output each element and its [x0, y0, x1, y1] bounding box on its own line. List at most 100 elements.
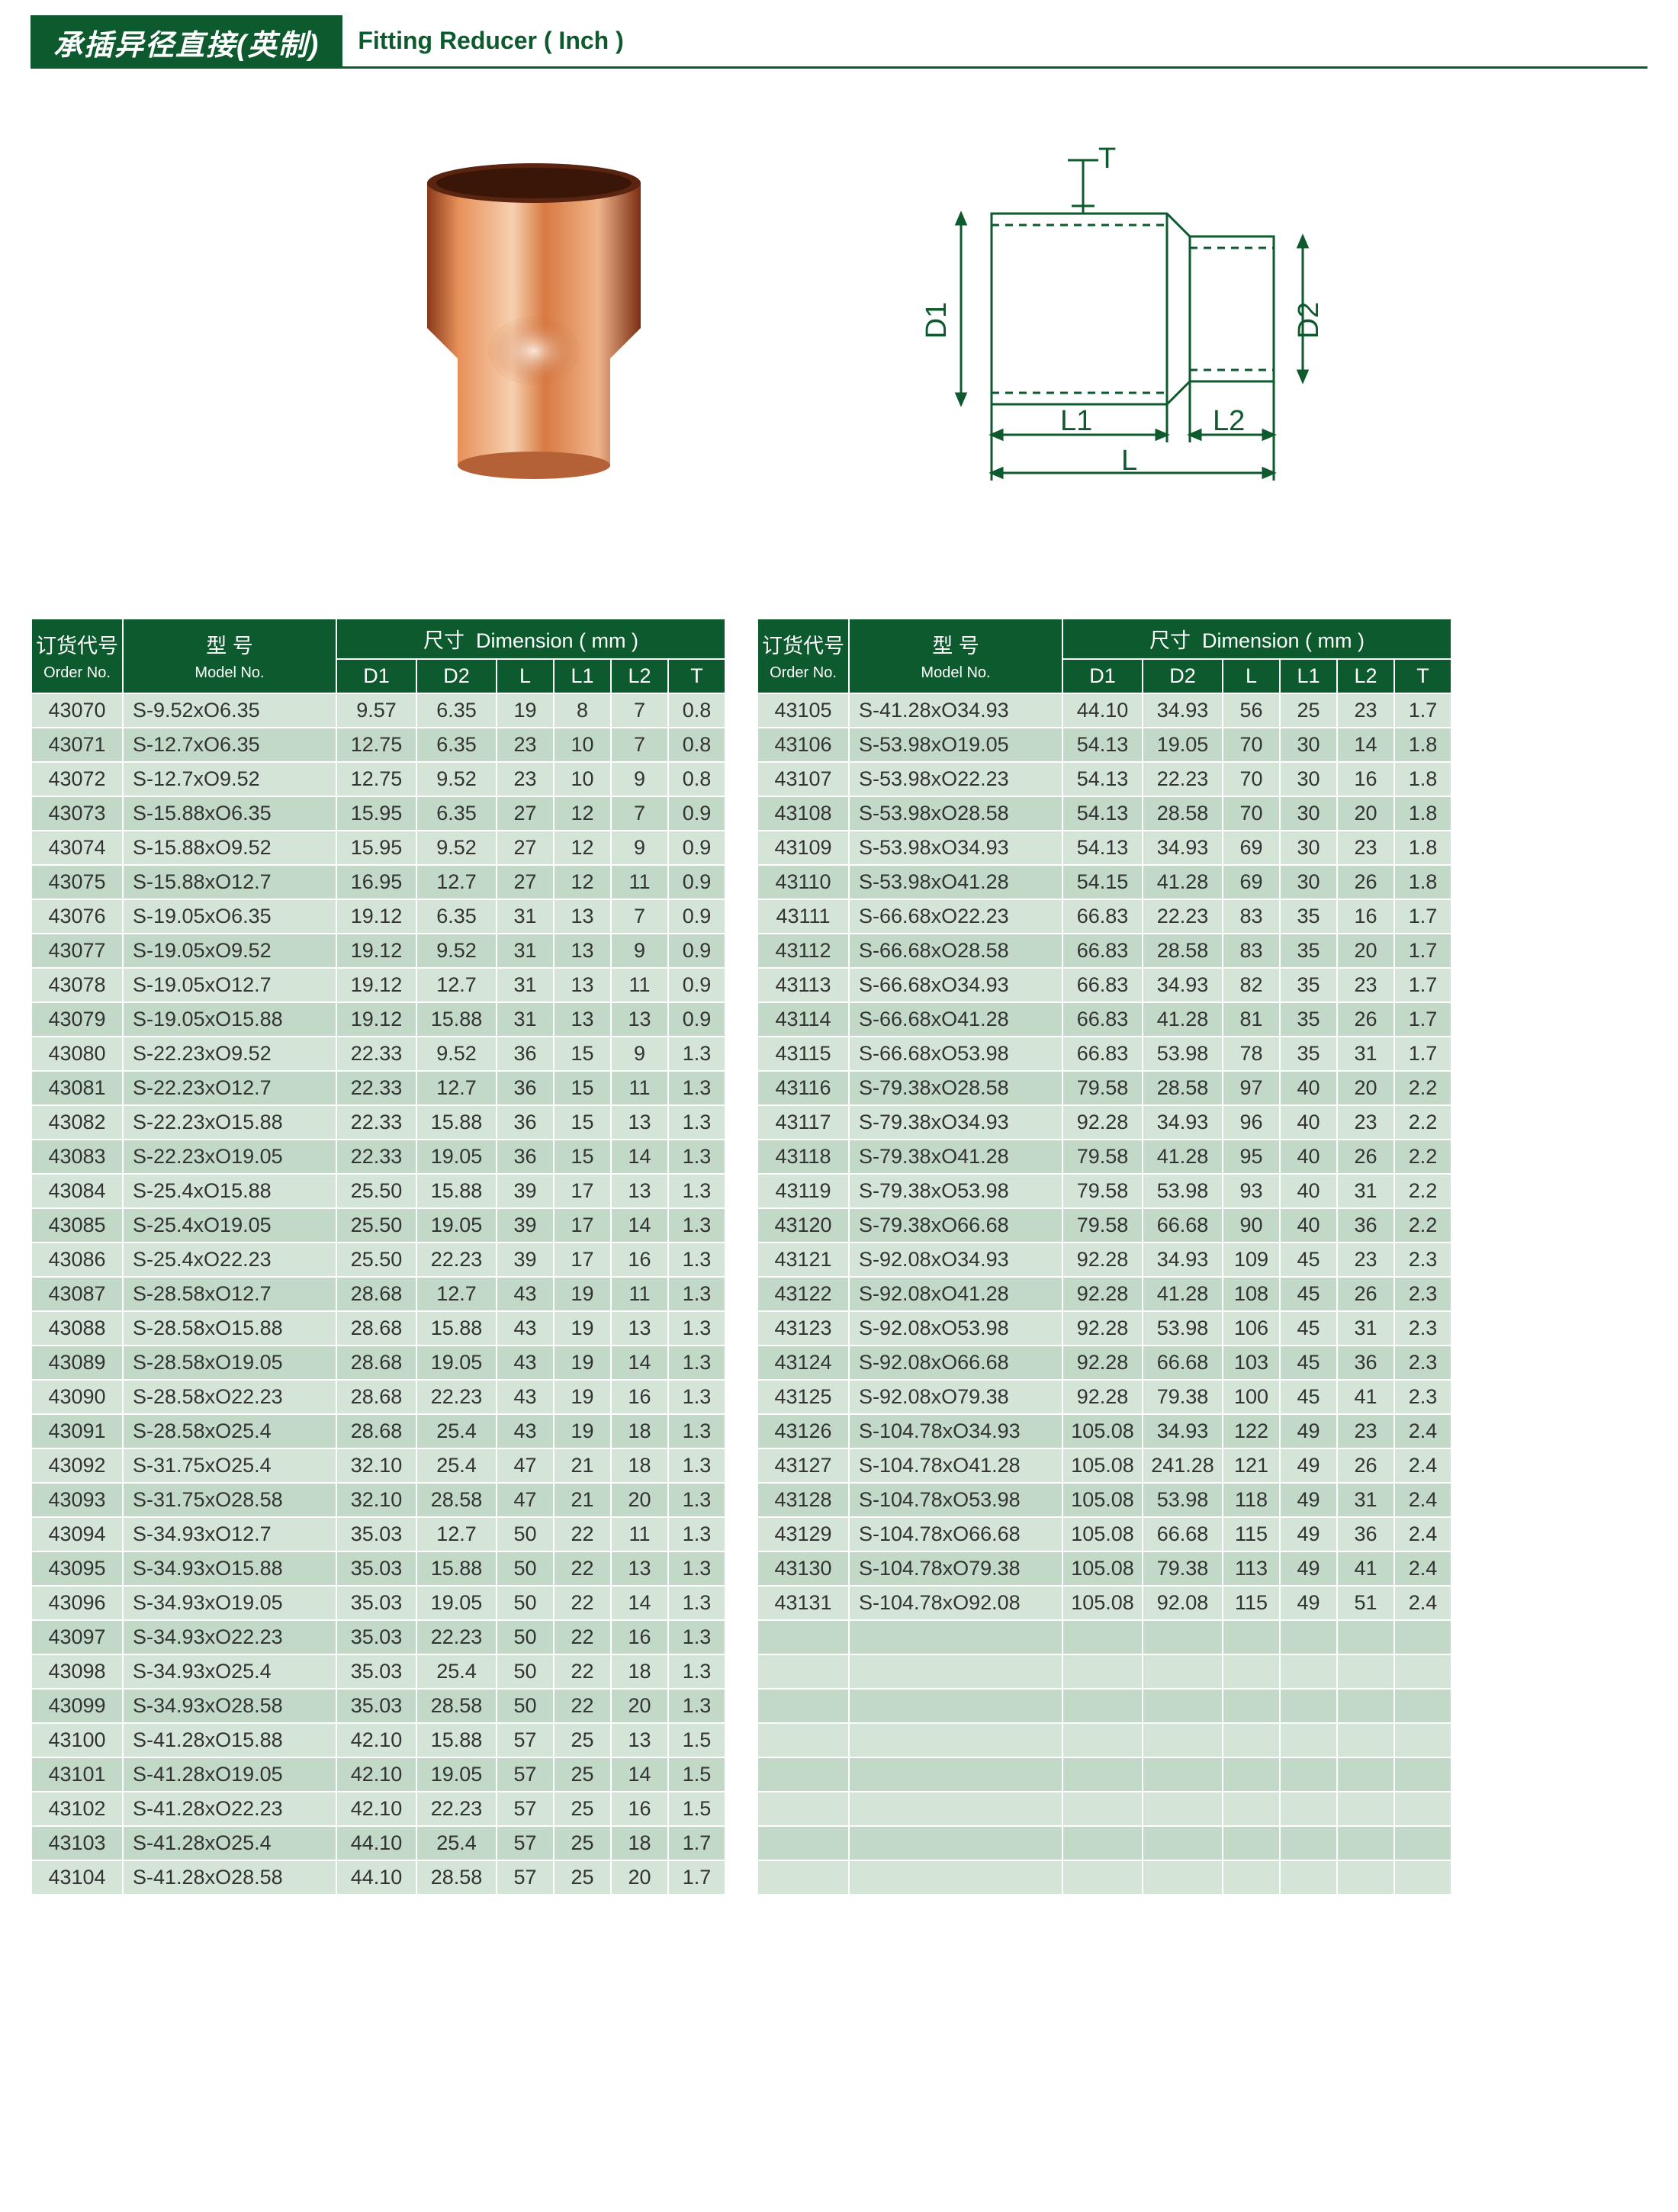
table-cell: S-22.23xO9.52	[123, 1037, 336, 1071]
table-row: 43123S-92.08xO53.9892.2853.9810645312.3	[757, 1311, 1451, 1346]
table-cell: 30	[1280, 762, 1337, 796]
table-row: 43119S-79.38xO53.9879.5853.989340312.2	[757, 1174, 1451, 1208]
table-cell: 43117	[757, 1105, 849, 1140]
table-cell: S-66.68xO22.23	[849, 899, 1062, 934]
table-cell: 2.2	[1394, 1174, 1451, 1208]
table-cell: 43108	[757, 796, 849, 831]
table-cell: 43084	[31, 1174, 123, 1208]
table-cell: 19	[554, 1277, 611, 1311]
table-cell: 22	[554, 1689, 611, 1723]
table-cell: 43106	[757, 728, 849, 762]
table-cell: 118	[1223, 1483, 1280, 1517]
table-cell: 43085	[31, 1208, 123, 1243]
table-row: 43071S-12.7xO6.3512.756.35231070.8	[31, 728, 725, 762]
table-cell: 43082	[31, 1105, 123, 1140]
table-cell: 2.3	[1394, 1346, 1451, 1380]
table-cell: 19.05	[416, 1208, 497, 1243]
table-cell: 11	[611, 968, 668, 1002]
table-cell: 1.7	[1394, 968, 1451, 1002]
table-cell: 43119	[757, 1174, 849, 1208]
table-cell: 92.08	[1143, 1586, 1223, 1620]
table-cell: 115	[1223, 1586, 1280, 1620]
table-cell: 79.58	[1062, 1174, 1143, 1208]
table-cell: 36	[497, 1140, 554, 1174]
table-cell: 23	[1337, 968, 1394, 1002]
table-cell: 28.58	[1143, 796, 1223, 831]
table-row: 43085S-25.4xO19.0525.5019.053917141.3	[31, 1208, 725, 1243]
table-cell: 57	[497, 1723, 554, 1757]
table-cell: 22.23	[416, 1792, 497, 1826]
table-cell: 43081	[31, 1071, 123, 1105]
table-cell: S-104.78xO92.08	[849, 1586, 1062, 1620]
table-cell: 43118	[757, 1140, 849, 1174]
table-row: 43088S-28.58xO15.8828.6815.884319131.3	[31, 1311, 725, 1346]
table-row: 43081S-22.23xO12.722.3312.73615111.3	[31, 1071, 725, 1105]
table-cell: 19	[554, 1414, 611, 1448]
table-cell: 54.13	[1062, 728, 1143, 762]
table-cell: 57	[497, 1792, 554, 1826]
table-cell: 43087	[31, 1277, 123, 1311]
table-cell: 2.4	[1394, 1586, 1451, 1620]
table-cell: 35	[1280, 1037, 1337, 1071]
table-cell: 1.7	[668, 1826, 725, 1860]
table-cell: 30	[1280, 796, 1337, 831]
table-cell: 43095	[31, 1551, 123, 1586]
table-cell: 105.08	[1062, 1414, 1143, 1448]
table-cell: S-53.98xO22.23	[849, 762, 1062, 796]
figure-row: T D1 D2 L1 L2 L	[31, 114, 1647, 511]
table-cell: 0.8	[668, 762, 725, 796]
table-cell: 23	[1337, 1105, 1394, 1140]
table-cell: 11	[611, 1277, 668, 1311]
table-cell: 28.68	[336, 1277, 416, 1311]
table-cell: 9.52	[416, 934, 497, 968]
table-row: 43101S-41.28xO19.0542.1019.055725141.5	[31, 1757, 725, 1792]
table-cell: S-22.23xO19.05	[123, 1140, 336, 1174]
table-cell: 15.88	[416, 1311, 497, 1346]
table-cell: S-53.98xO28.58	[849, 796, 1062, 831]
table-cell: S-19.05xO9.52	[123, 934, 336, 968]
table-cell: 25.4	[416, 1654, 497, 1689]
table-cell: S-41.28xO15.88	[123, 1723, 336, 1757]
table-cell: 57	[497, 1757, 554, 1792]
table-cell: 43088	[31, 1311, 123, 1346]
table-row: 43098S-34.93xO25.435.0325.45022181.3	[31, 1654, 725, 1689]
table-cell: S-28.58xO22.23	[123, 1380, 336, 1414]
table-row-empty	[757, 1654, 1451, 1689]
table-cell: 30	[1280, 831, 1337, 865]
table-cell: 13	[554, 968, 611, 1002]
table-cell: 78	[1223, 1037, 1280, 1071]
table-cell: 66.68	[1143, 1208, 1223, 1243]
table-cell: 19.05	[416, 1586, 497, 1620]
table-cell: 35	[1280, 899, 1337, 934]
table-cell: S-66.68xO28.58	[849, 934, 1062, 968]
table-cell: S-15.88xO12.7	[123, 865, 336, 899]
table-cell: 6.35	[416, 728, 497, 762]
table-header: 订货代号Order No. 型 号Model No. 尺寸 Dimension …	[757, 619, 1451, 693]
table-cell: 31	[1337, 1311, 1394, 1346]
table-cell: 27	[497, 865, 554, 899]
table-cell: 79.58	[1062, 1140, 1143, 1174]
table-cell: 23	[1337, 1414, 1394, 1448]
table-cell: 39	[497, 1208, 554, 1243]
table-cell: 50	[497, 1654, 554, 1689]
table-cell: 2.2	[1394, 1140, 1451, 1174]
table-cell: 1.3	[668, 1380, 725, 1414]
table-cell: 40	[1280, 1071, 1337, 1105]
table-cell: 1.3	[668, 1243, 725, 1277]
table-cell: 43129	[757, 1517, 849, 1551]
table-cell: 43091	[31, 1414, 123, 1448]
table-cell: 43092	[31, 1448, 123, 1483]
table-cell: 36	[1337, 1208, 1394, 1243]
table-cell: 43101	[31, 1757, 123, 1792]
table-cell: 12.7	[416, 968, 497, 1002]
table-cell: 49	[1280, 1483, 1337, 1517]
table-cell: 90	[1223, 1208, 1280, 1243]
table-row: 43128S-104.78xO53.98105.0853.9811849312.…	[757, 1483, 1451, 1517]
table-cell: 2.4	[1394, 1551, 1451, 1586]
table-cell: 35.03	[336, 1586, 416, 1620]
table-row-empty	[757, 1826, 1451, 1860]
table-cell: 9.57	[336, 693, 416, 728]
table-row: 43080S-22.23xO9.5222.339.52361591.3	[31, 1037, 725, 1071]
table-cell: 1.7	[1394, 1037, 1451, 1071]
table-cell: 109	[1223, 1243, 1280, 1277]
